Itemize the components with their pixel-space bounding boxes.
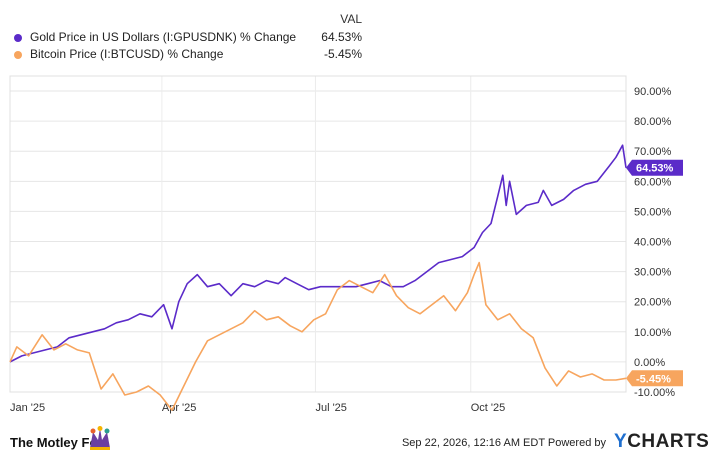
x-tick-label: Oct '25 xyxy=(471,402,506,414)
legend-bitcoin-value: -5.45% xyxy=(323,47,362,61)
end-label-text: 64.53% xyxy=(636,163,674,175)
jester-cap-icon xyxy=(90,426,110,450)
powered-by-credit: Sep 22, 2026, 12:16 AM EDT Powered by xyxy=(401,437,606,449)
gold-series-marker-icon xyxy=(14,34,22,42)
ycharts-logo[interactable]: YCHARTS xyxy=(614,431,709,453)
y-tick-label: 90.00% xyxy=(634,86,672,98)
legend-gold-value: 64.53% xyxy=(321,30,362,44)
bitcoin-series-marker-icon xyxy=(14,51,22,59)
legend-bitcoin-name: Bitcoin Price (I:BTCUSD) % Change xyxy=(30,47,224,61)
bitcoin-end-label: -5.45% xyxy=(626,370,683,387)
y-tick-label: 70.00% xyxy=(634,146,672,158)
bitcoin-series-line[interactable] xyxy=(9,261,627,411)
line-chart: 90.00% 80.00% 70.00% 60.00% 50.00% 40.00% 30.0… xyxy=(9,75,683,414)
end-label-text: -5.45% xyxy=(636,373,671,385)
x-tick-label: Jul '25 xyxy=(315,402,346,414)
gold-series-line[interactable] xyxy=(9,144,627,363)
motley-fool-brand: The Motley Fool xyxy=(10,435,109,450)
legend-value-header: VAL xyxy=(340,12,362,26)
x-tick-label: Jan '25 xyxy=(10,402,45,414)
chart-footer: The Motley Fool Sep 22, 2026, 12:16 AM E… xyxy=(0,424,720,456)
plot-area xyxy=(9,75,627,393)
y-axis: 90.00% 80.00% 70.00% 60.00% 50.00% 40.00% 30.0… xyxy=(634,86,675,399)
legend-item-gold[interactable]: Gold Price in US Dollars (I:GPUSDNK) % C… xyxy=(12,30,362,46)
y-tick-label: 30.00% xyxy=(634,267,672,279)
legend-item-bitcoin[interactable]: Bitcoin Price (I:BTCUSD) % Change -5.45% xyxy=(12,47,362,63)
ycharts-logo-y: Y xyxy=(614,431,628,452)
y-tick-label: -10.00% xyxy=(634,387,675,399)
y-tick-label: 0.00% xyxy=(634,357,665,369)
legend-gold-name: Gold Price in US Dollars (I:GPUSDNK) % C… xyxy=(30,30,297,44)
end-value-labels: 64.53% -5.45% xyxy=(626,159,683,387)
y-tick-label: 80.00% xyxy=(634,116,672,128)
y-tick-label: 50.00% xyxy=(634,206,672,218)
ycharts-logo-text: CHARTS xyxy=(627,431,710,452)
x-tick-label: Apr '25 xyxy=(162,402,197,414)
y-tick-label: 20.00% xyxy=(634,297,672,309)
end-label-flag xyxy=(626,159,683,176)
gold-end-label: 64.53% xyxy=(626,159,683,176)
chart-series xyxy=(9,144,627,411)
chart-gridlines xyxy=(9,76,626,393)
x-axis: Jan '25 Apr '25 Jul '25 Oct '25 xyxy=(10,402,505,414)
y-tick-label: 40.00% xyxy=(634,237,672,249)
y-tick-label: 10.00% xyxy=(634,327,672,339)
end-label-flag xyxy=(626,370,683,387)
y-tick-label: 60.00% xyxy=(634,176,672,188)
